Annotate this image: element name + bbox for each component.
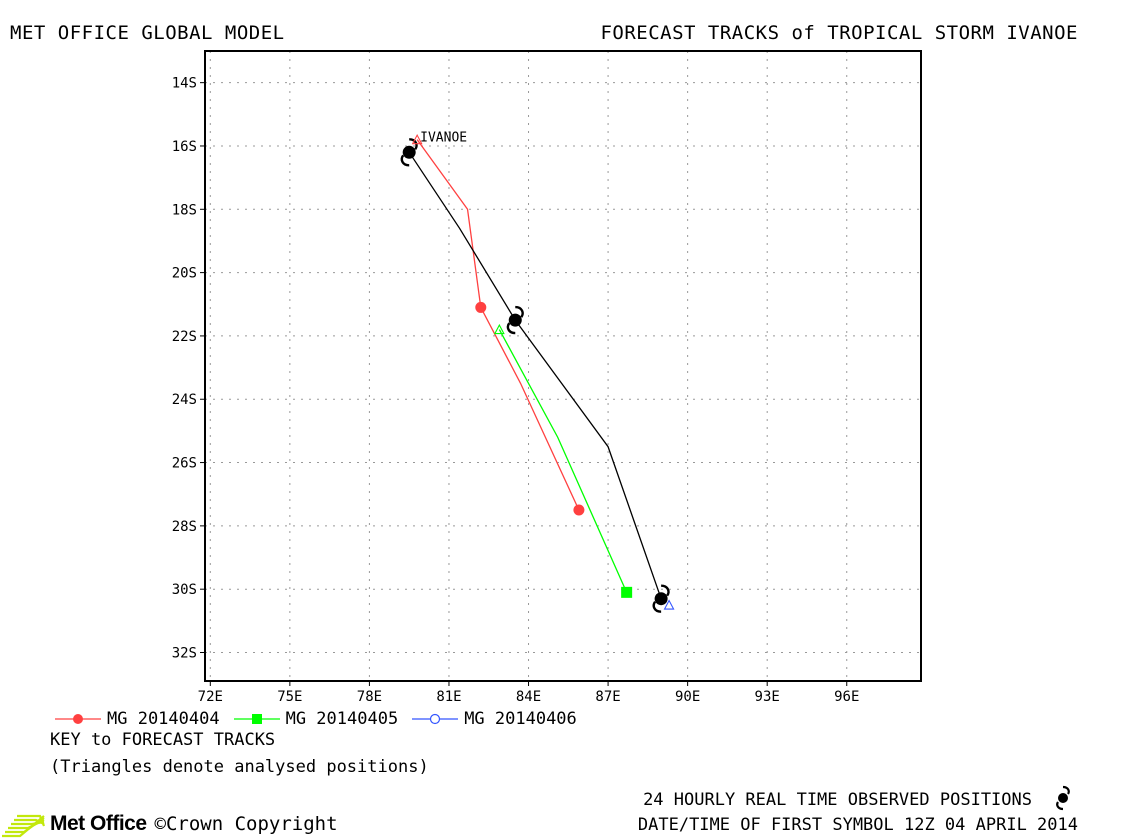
plot-frame [204,50,922,682]
brand-name: Met Office [50,812,147,835]
key-title: KEY to FORECAST TRACKS [50,730,276,750]
observed-cyclone-symbol [652,584,670,613]
legend-item-20140406: MG 20140406 [412,709,577,729]
track-line [498,329,628,593]
logo-stripe [17,814,46,827]
x-tick-label: 81E [436,689,461,705]
x-tick-label: 90E [675,689,700,705]
y-tick-label: 22S [172,329,197,345]
cyclone-arm [652,600,662,613]
observed-cyclone-symbol [506,305,524,335]
y-tick-label: 28S [172,519,197,535]
y-tick-label: 24S [172,392,197,408]
logo-stripe [14,818,45,825]
y-tick-label: 26S [172,456,197,472]
axis-ticks: 72E 75E 78E 81E 84E 87E 90E 93E 96E 14S 16S 18S 20S 2… [172,76,860,705]
x-tick-label: 78E [357,689,382,705]
x-tick-label: 75E [277,689,302,705]
y-tick-label: 30S [172,582,197,598]
model-title: MET OFFICE GLOBAL MODEL [10,22,285,44]
chart-title: FORECAST TRACKS of TROPICAL STORM IVANOE [600,22,1078,44]
forecast-point [621,586,633,598]
legend-label: MG 20140406 [464,709,577,729]
cyclone-core [654,592,668,606]
legend-swatch [55,714,101,724]
key-note: (Triangles denote analysed positions) [50,757,429,777]
cyclone-arm [515,305,524,318]
legend-label: MG 20140404 [107,709,220,729]
x-tick-label: 72E [198,689,223,705]
legend-item-20140405: MG 20140405 [233,709,399,729]
analysed-position-triangle [493,323,505,335]
tracks [408,139,662,599]
copyright: ©Crown Copyright [154,813,338,835]
analysed-position-triangle [663,599,675,610]
x-tick-label: 84E [516,689,541,705]
cyclone-arm [661,584,670,597]
legend-swatch [412,713,459,725]
y-tick-label: 14S [172,76,197,92]
legend: MG 20140404 MG 20140405 MG 20140406 [55,708,591,730]
legend-item-20140404: MG 20140404 [55,709,220,729]
met-office-logo: Met Office ©Crown Copyright [0,810,338,838]
cyclone-arm [506,322,516,335]
y-tick-label: 16S [172,139,197,155]
x-tick-label: 87E [595,689,620,705]
analysed-position-triangle [411,133,423,145]
y-tick-label: 20S [172,266,197,282]
cyclone-arm [400,154,410,167]
cyclone-arm [409,138,418,151]
cyclone-icon [1056,785,1070,811]
x-tick-label: 93E [755,689,780,705]
track-line [416,139,580,511]
met-office-logo-icon [2,814,46,838]
storm-name-label: IVANOE [420,131,467,146]
y-tick-label: 18S [172,202,197,218]
forecast-point [475,301,487,313]
legend-label: MG 20140405 [285,709,399,729]
track-line [408,151,662,599]
x-tick-label: 96E [834,689,859,705]
observed-cyclone-symbol [400,138,418,167]
y-tick-label: 32S [172,646,197,662]
markers: IVANOE [400,131,675,613]
first-symbol-datetime: DATE/TIME OF FIRST SYMBOL 12Z 04 APRIL 2… [637,815,1078,835]
observed-positions-note: 24 HOURLY REAL TIME OBSERVED POSITIONS [643,790,1032,810]
grid-lines [205,51,921,681]
cyclone-core [508,313,522,327]
legend-swatch [233,714,280,724]
cyclone-core [402,145,416,159]
forecast-point [573,504,585,516]
